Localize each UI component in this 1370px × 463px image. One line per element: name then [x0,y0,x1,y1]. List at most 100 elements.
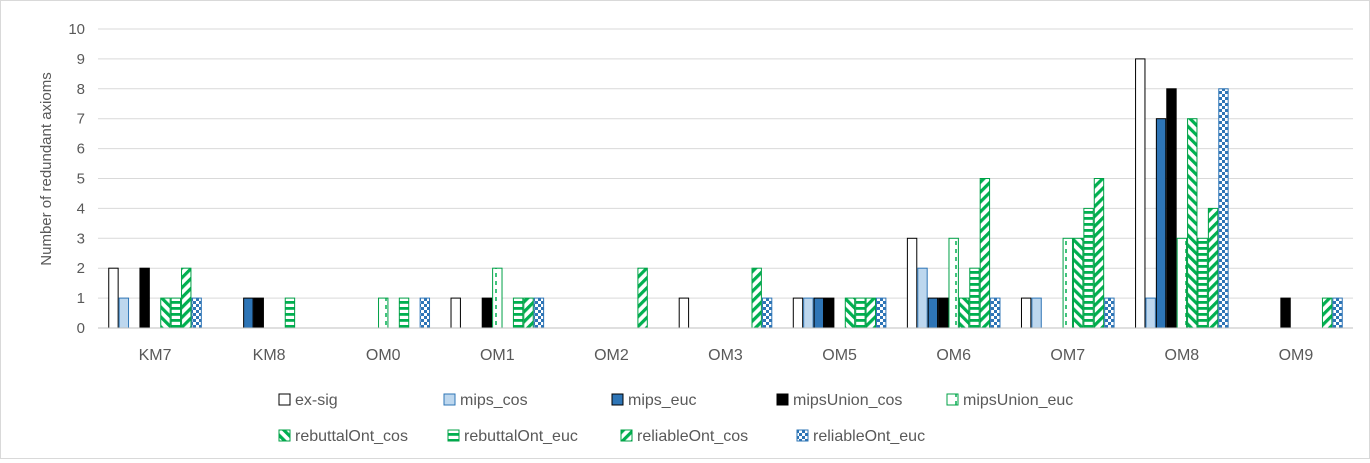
x-tick-label: OM3 [708,347,743,364]
legend-label-mipsUnion_euc: mipsUnion_euc [963,392,1073,409]
bar-mipsUnion_cos-OM1 [481,297,493,329]
x-tick-label: OM8 [1165,347,1200,364]
bar-mipsUnion_euc-OM1 [492,267,503,329]
bar-mipsUnion_cos-KM7 [139,267,150,329]
bar-rebuttalOnt_cos-OM8 [1187,118,1198,329]
bar-rebuttalOnt_euc-OM7 [1083,207,1094,329]
legend-swatch-mipsUnion_euc [946,393,959,406]
bar-mipsUnion_cos-OM5 [823,297,835,329]
legend-swatch-rebuttalOnt_euc [447,429,460,442]
bar-reliableOnt_cos-OM8 [1207,207,1219,329]
bar-mips_euc-OM6 [927,297,939,329]
legend-swatch-ex-sig [278,393,291,406]
bar-mipsUnion_euc-OM0 [378,297,389,329]
bar-mipsUnion_euc-OM7 [1062,237,1073,329]
y-tick-label: 4 [77,200,85,217]
bar-rebuttalOnt_euc-OM6 [969,267,980,329]
legend: ex-sig mips_cos mips_euc mipsUnion_cos mipsU… [278,392,1073,445]
bar-mipsUnion_euc-OM6 [948,237,959,329]
bar-reliableOnt_euc-OM3 [761,297,773,329]
legend-label-reliableOnt_euc: reliableOnt_euc [813,428,925,445]
bar-mipsUnion_cos-OM6 [938,297,949,329]
bar-reliableOnt_euc-OM6 [990,297,1001,329]
bar-ex-sig-OM5 [792,297,804,329]
y-tick-labels: 0 1 2 3 4 5 6 7 8 9 10 [68,21,85,337]
bars [108,58,1343,329]
legend-swatch-mips_cos [443,393,456,406]
x-tick-label: OM9 [1279,347,1314,364]
bar-mips_cos-KM7 [118,297,130,329]
bar-mipsUnion_euc-OM8 [1176,237,1188,329]
bar-mips_cos-OM8 [1145,297,1156,329]
bar-ex-sig-OM3 [678,297,690,329]
x-tick-label: OM2 [594,347,629,364]
bar-reliableOnt_euc-OM0 [419,297,431,329]
bar-reliableOnt_euc-OM7 [1104,297,1115,329]
bar-rebuttalOnt_euc-OM1 [512,297,524,329]
bar-ex-sig-KM7 [108,267,119,329]
bar-rebuttalOnt_euc-KM8 [284,297,296,329]
bar-rebuttalOnt_cos-OM7 [1072,237,1084,329]
bar-mips_euc-OM8 [1155,118,1167,329]
bar-reliableOnt_euc-OM5 [875,297,887,329]
legend-label-mips_euc: mips_euc [628,392,696,409]
y-tick-label: 0 [77,320,85,337]
bar-reliableOnt_euc-KM7 [191,297,202,329]
bar-mips_cos-OM5 [803,297,814,329]
bar-mips_cos-OM7 [1031,297,1042,329]
legend-label-mips_cos: mips_cos [460,392,528,409]
bar-rebuttalOnt_cos-KM7 [160,297,171,329]
legend-swatch-rebuttalOnt_cos [278,429,291,442]
bar-reliableOnt_cos-OM9 [1321,297,1333,329]
bar-rebuttalOnt_euc-OM0 [398,297,410,329]
legend-swatch-reliableOnt_cos [620,429,633,442]
x-tick-label: KM8 [253,347,286,364]
x-tick-labels: KM7 KM8 OM0 OM1 OM2 OM3 OM5 OM6 OM7 OM8 OM9 [139,347,1314,364]
bar-reliableOnt_cos-OM5 [865,297,876,329]
bar-reliableOnt_cos-OM6 [979,178,991,329]
bar-rebuttalOnt_cos-OM5 [844,297,856,329]
y-tick-label: 9 [77,51,85,68]
bar-ex-sig-OM6 [906,237,918,329]
legend-label-rebuttalOnt_euc: rebuttalOnt_euc [464,428,578,445]
y-tick-label: 5 [77,171,85,188]
legend-swatch-mips_euc [611,393,624,406]
bar-rebuttalOnt_euc-OM8 [1197,237,1208,329]
y-tick-label: 3 [77,230,85,247]
bar-reliableOnt_cos-OM2 [637,267,648,329]
bar-reliableOnt_euc-OM9 [1332,297,1343,329]
bar-ex-sig-OM8 [1135,58,1146,329]
bar-mipsUnion_cos-KM8 [253,297,264,329]
x-tick-label: OM0 [366,347,401,364]
legend-swatch-reliableOnt_euc [796,429,809,442]
y-tick-label: 2 [77,260,85,277]
legend-label-reliableOnt_cos: reliableOnt_cos [637,428,748,445]
bar-ex-sig-OM7 [1020,297,1032,329]
bar-reliableOnt_cos-OM3 [751,267,762,329]
x-tick-label: KM7 [139,347,172,364]
legend-swatch-mipsUnion_cos [776,393,789,406]
y-axis-label: Number of redundant axioms [38,72,55,265]
bar-mipsUnion_cos-OM8 [1166,88,1177,329]
bar-mips_euc-OM5 [813,297,824,329]
x-tick-label: OM5 [822,347,857,364]
legend-label-mipsUnion_cos: mipsUnion_cos [793,392,902,409]
y-tick-label: 6 [77,141,85,158]
bar-reliableOnt_euc-OM8 [1218,88,1229,329]
gridlines [98,28,1353,299]
x-tick-label: OM7 [1050,347,1085,364]
bar-mipsUnion_cos-OM9 [1280,297,1291,329]
bar-reliableOnt_cos-OM7 [1093,178,1105,329]
y-tick-label: 8 [77,81,85,98]
bar-rebuttalOnt_euc-OM5 [855,297,866,329]
x-tick-label: OM1 [480,347,515,364]
bar-reliableOnt_cos-KM7 [181,267,192,329]
bar-rebuttalOnt_euc-KM7 [170,297,182,329]
x-tick-label: OM6 [936,347,971,364]
bar-mips_euc-KM8 [243,297,254,329]
bar-rebuttalOnt_cos-OM6 [958,297,970,329]
legend-label-ex-sig: ex-sig [295,392,338,409]
bar-ex-sig-OM1 [450,297,461,329]
bar-reliableOnt_cos-OM1 [523,297,534,329]
